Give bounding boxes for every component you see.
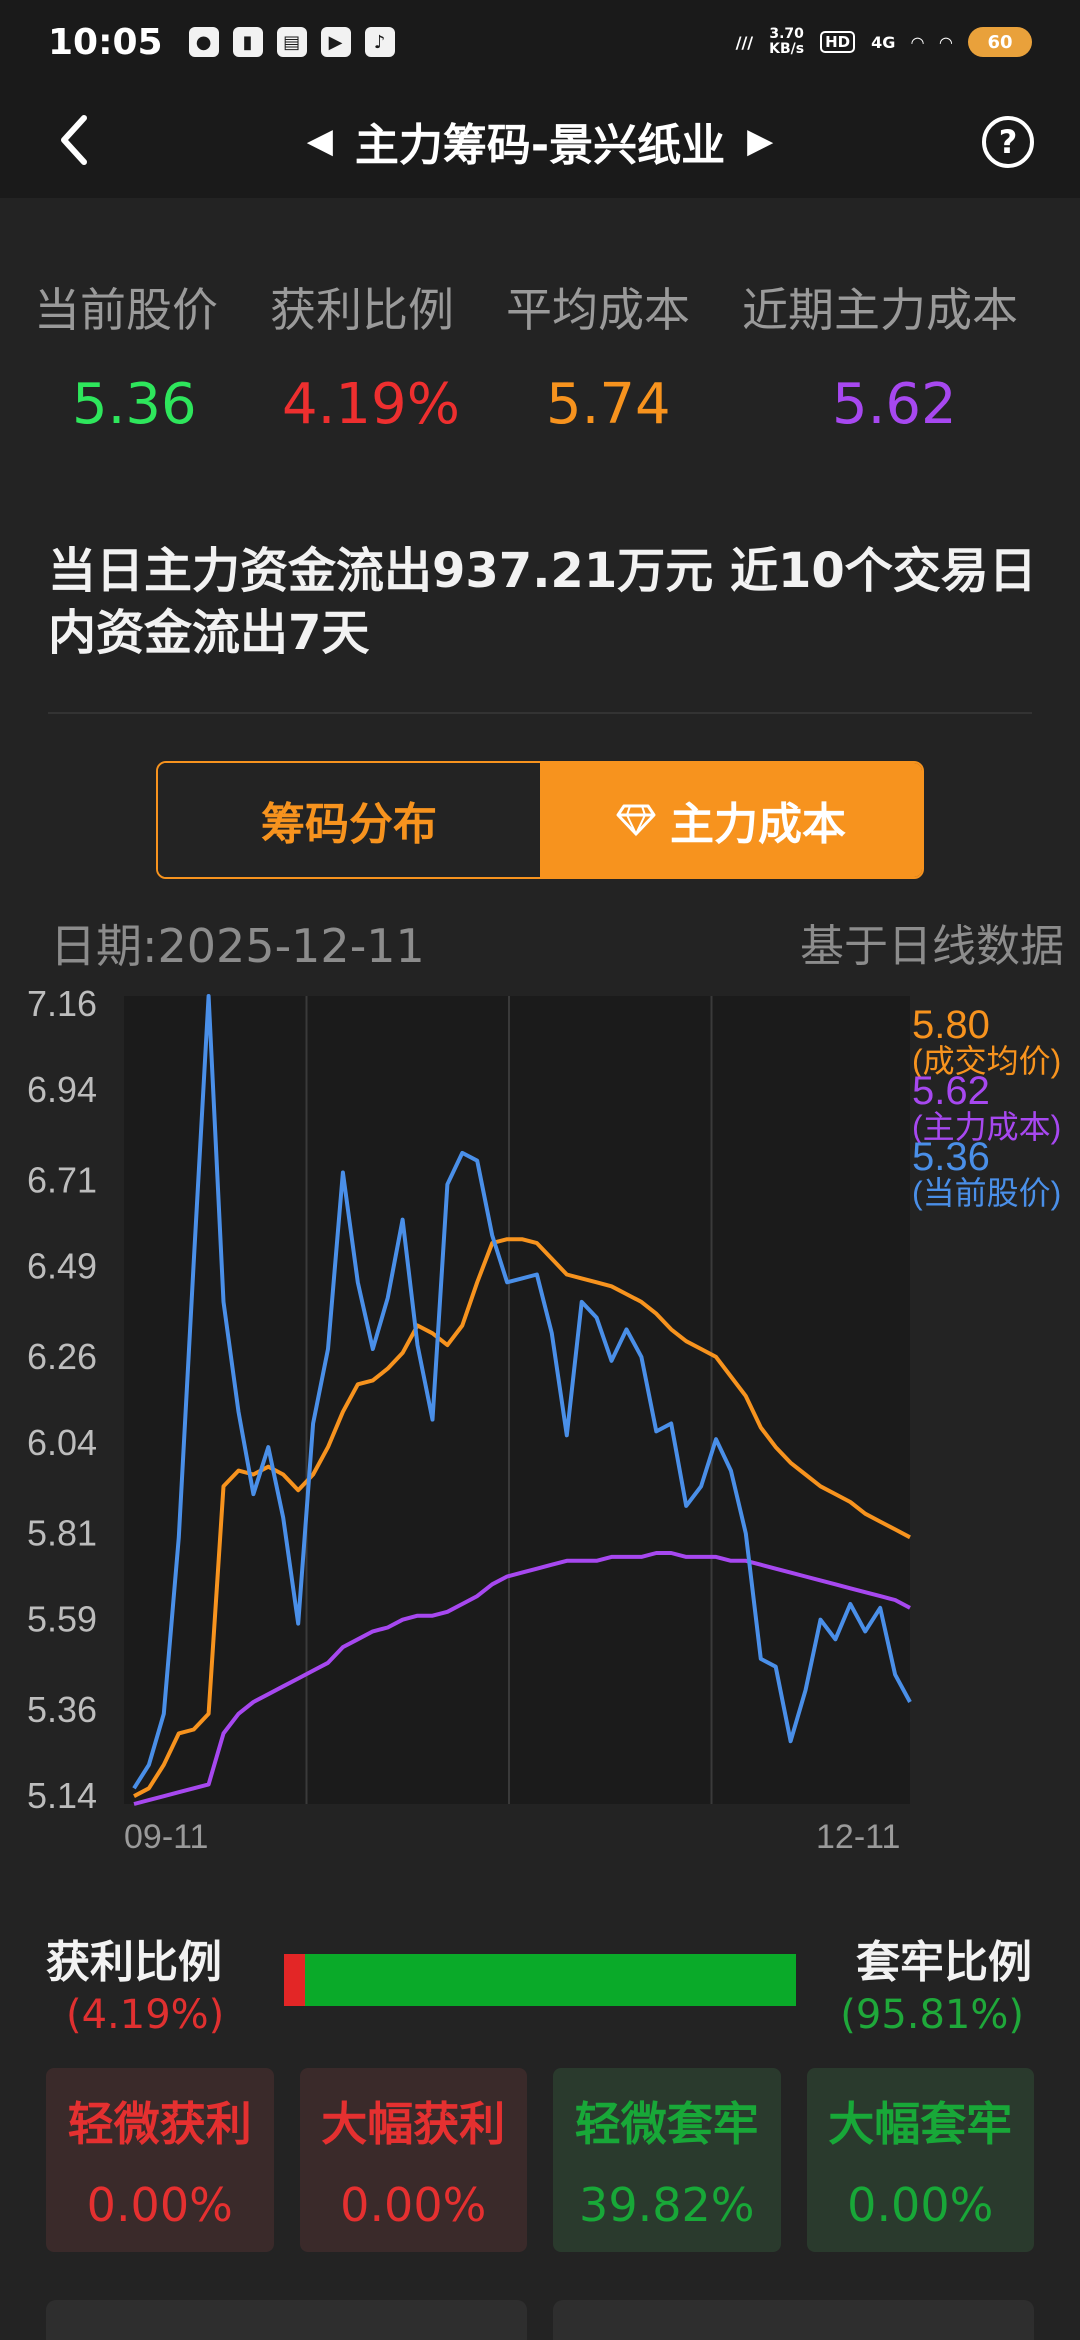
card-value: 0.00% (847, 2178, 994, 2232)
back-button[interactable] (46, 112, 102, 168)
y-tick-label: 5.59 (27, 1599, 97, 1640)
tab-chip-distribution[interactable]: 筹码分布 (158, 763, 540, 877)
y-tick-label: 6.94 (27, 1069, 97, 1110)
stat-value-main-cost: 5.62 (832, 372, 957, 437)
ratio-bar-trapped (305, 1954, 796, 2006)
research-icon: ▤ (276, 27, 307, 57)
card-large-trapped: 大幅套牢 0.00% (806, 2068, 1034, 2252)
tiktok-icon: ♪ (364, 27, 395, 57)
stat-label-price: 当前股价 (34, 283, 218, 337)
signal-4g-icon: 4G (871, 32, 896, 52)
date-label: 日期:2025-12-11 (50, 919, 425, 973)
y-tick-label: 6.71 (27, 1159, 97, 1200)
next-stock-button[interactable]: ▶ (747, 121, 774, 161)
wechat-icon: ● (188, 27, 219, 57)
series-line-主力成本 (133, 1551, 911, 1806)
stats-labels: 当前股价 获利比例 平均成本 近期主力成本 (0, 274, 1080, 337)
stat-label-main-cost: 近期主力成本 (742, 283, 1018, 337)
chart-y-ticks: 7.16 6.94 6.71 6.49 6.26 6.04 5.81 5.59 5.36 5.14 (27, 990, 97, 1816)
chevron-left-icon (61, 115, 87, 165)
app-icon: ▮ (232, 27, 263, 57)
chart-end-labels: 5.80(成交均价)5.62(主力成本)5.36(当前股价) (912, 1003, 1061, 1211)
y-tick-label: 6.26 (27, 1336, 97, 1377)
hd-icon: HD (820, 31, 856, 53)
stat-label-profit: 获利比例 (270, 283, 454, 337)
card-value: 39.82% (579, 2178, 755, 2232)
y-tick-label: 5.36 (27, 1689, 97, 1730)
card-large-profit: 大幅获利 0.00% (299, 2068, 527, 2252)
trapped-ratio-title: 套牢比例 (856, 1937, 1032, 1988)
chart-plot-background (124, 996, 910, 1804)
view-toggle: 筹码分布 主力成本 (156, 761, 924, 879)
status-right: /// 3.70 KB/s HD 4G ◠ ◠ 60 (736, 27, 1032, 57)
question-circle-icon: ? (998, 123, 1018, 161)
y-tick-label: 7.16 (27, 990, 97, 1024)
x-tick-start: 09-11 (124, 1818, 208, 1856)
series-end-value: 5.80 (912, 1003, 990, 1047)
stat-value-price: 5.36 (72, 372, 197, 437)
trapped-ratio-value: (95.81%) (840, 1992, 1024, 2038)
ratio-bar-profit (284, 1954, 306, 2006)
stat-label-avg-cost: 平均成本 (506, 283, 690, 337)
tab-main-cost[interactable]: 主力成本 (540, 763, 922, 877)
series-label: (当前股价) (912, 1175, 1061, 1211)
help-button[interactable]: ? (982, 116, 1034, 168)
page-title: 主力筹码-景兴纸业 (354, 120, 726, 171)
profit-ratio-title: 获利比例 (46, 1937, 222, 1988)
series-label: (主力成本) (912, 1109, 1061, 1145)
y-tick-label: 5.14 (27, 1775, 97, 1816)
peek-card-left (46, 2300, 527, 2340)
notification-icons: ● ▮ ▤ ▶ ♪ (188, 27, 395, 57)
chart-gridlines (305, 996, 713, 1804)
divider (48, 712, 1032, 714)
diamond-icon (616, 804, 656, 837)
ratio-cards: 轻微获利 0.00% 大幅获利 0.00% 轻微套牢 39.82% 大幅套牢 0… (46, 2068, 1034, 2252)
tab-chip-distribution-label: 筹码分布 (261, 799, 437, 850)
card-title: 轻微获利 (67, 2097, 252, 2151)
profit-ratio-value: (4.19%) (66, 1992, 225, 2038)
main-cost-chart: 7.16 6.94 6.71 6.49 6.26 6.04 5.81 5.59 5.36 5.14… (27, 990, 1061, 1856)
prev-stock-button[interactable]: ◀ (306, 121, 333, 161)
next-section-peek (46, 2300, 1034, 2340)
wifi-icon-2: ◠ (939, 32, 952, 52)
wifi-icon: ◠ (911, 32, 924, 52)
card-slight-profit: 轻微获利 0.00% (46, 2068, 274, 2252)
card-title: 轻微套牢 (574, 2097, 759, 2151)
series-label: (成交均价) (912, 1043, 1061, 1079)
capital-flow-text: 当日主力资金流出937.21万元 近10个交易日内资金流出7天 (48, 543, 1037, 661)
stat-value-avg-cost: 5.74 (546, 372, 671, 437)
card-value: 0.00% (86, 2178, 233, 2232)
series-end-value: 5.36 (912, 1135, 990, 1179)
header: ◀ 主力筹码-景兴纸业 ▶ ? (0, 84, 1080, 198)
y-tick-label: 6.49 (27, 1246, 97, 1287)
y-tick-label: 5.81 (27, 1512, 97, 1553)
status-time: 10:05 (48, 21, 163, 63)
tab-main-cost-label: 主力成本 (670, 799, 846, 850)
stat-value-profit: 4.19% (282, 372, 460, 437)
card-value: 0.00% (340, 2178, 487, 2232)
y-tick-label: 6.04 (27, 1422, 97, 1463)
card-title: 大幅获利 (321, 2097, 506, 2151)
card-title: 大幅套牢 (828, 2097, 1013, 2151)
series-end-value: 5.62 (912, 1069, 990, 1113)
status-bar: 10:05 ● ▮ ▤ ▶ ♪ /// 3.70 KB/s HD 4G ◠ ◠ … (0, 0, 1080, 84)
video-play-icon: ▶ (320, 27, 351, 57)
net-speed: 3.70 KB/s (769, 26, 805, 57)
peek-card-right (553, 2300, 1034, 2340)
ratio-bar (284, 1954, 796, 2006)
x-tick-end: 12-11 (816, 1818, 900, 1856)
chart-series (132, 994, 912, 1806)
battery-icon: 60 (968, 27, 1032, 57)
speed-meter-icon: /// (735, 32, 754, 52)
series-line-当前股价 (132, 994, 912, 1790)
card-slight-trapped: 轻微套牢 39.82% (553, 2068, 781, 2252)
title-switcher: ◀ 主力筹码-景兴纸业 ▶ (0, 84, 1080, 198)
data-basis-label: 基于日线数据 (800, 921, 1064, 972)
